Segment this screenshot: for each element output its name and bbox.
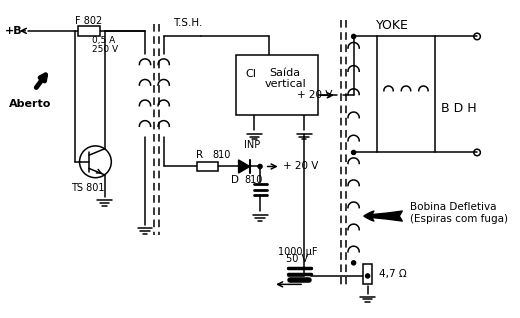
Text: Saída
vertical: Saída vertical xyxy=(264,68,306,89)
Text: + 20 V: + 20 V xyxy=(296,90,332,100)
Text: F 802: F 802 xyxy=(75,17,102,26)
Text: INP: INP xyxy=(244,140,261,150)
Text: + 20 V: + 20 V xyxy=(282,162,318,171)
Text: T.S.H.: T.S.H. xyxy=(173,18,202,28)
Text: 810: 810 xyxy=(244,175,263,184)
Text: 0,5 A: 0,5 A xyxy=(92,36,115,45)
Circle shape xyxy=(366,274,370,278)
Text: +B: +B xyxy=(5,26,22,36)
Text: 50 V: 50 V xyxy=(287,254,308,264)
Text: 4,7 Ω: 4,7 Ω xyxy=(379,269,407,279)
Text: Aberto: Aberto xyxy=(9,99,51,109)
Circle shape xyxy=(352,34,356,38)
Polygon shape xyxy=(239,160,250,173)
Text: CI: CI xyxy=(245,69,256,79)
Text: Bobina Defletiva
(Espiras com fuga): Bobina Defletiva (Espiras com fuga) xyxy=(410,203,508,224)
Text: R: R xyxy=(196,150,203,160)
Text: D: D xyxy=(230,175,239,184)
Text: TS 801: TS 801 xyxy=(71,183,105,193)
Text: 250 V: 250 V xyxy=(92,45,118,54)
Bar xyxy=(236,55,318,115)
Text: 1000 μF: 1000 μF xyxy=(278,247,317,257)
Bar xyxy=(363,264,372,284)
Circle shape xyxy=(258,164,262,169)
Text: B D H: B D H xyxy=(440,102,476,115)
Circle shape xyxy=(352,261,356,265)
Bar xyxy=(198,162,218,171)
Circle shape xyxy=(352,150,356,155)
Text: 810: 810 xyxy=(212,150,231,160)
Bar xyxy=(377,37,435,152)
Bar xyxy=(77,26,100,36)
Text: YOKE: YOKE xyxy=(376,19,409,32)
